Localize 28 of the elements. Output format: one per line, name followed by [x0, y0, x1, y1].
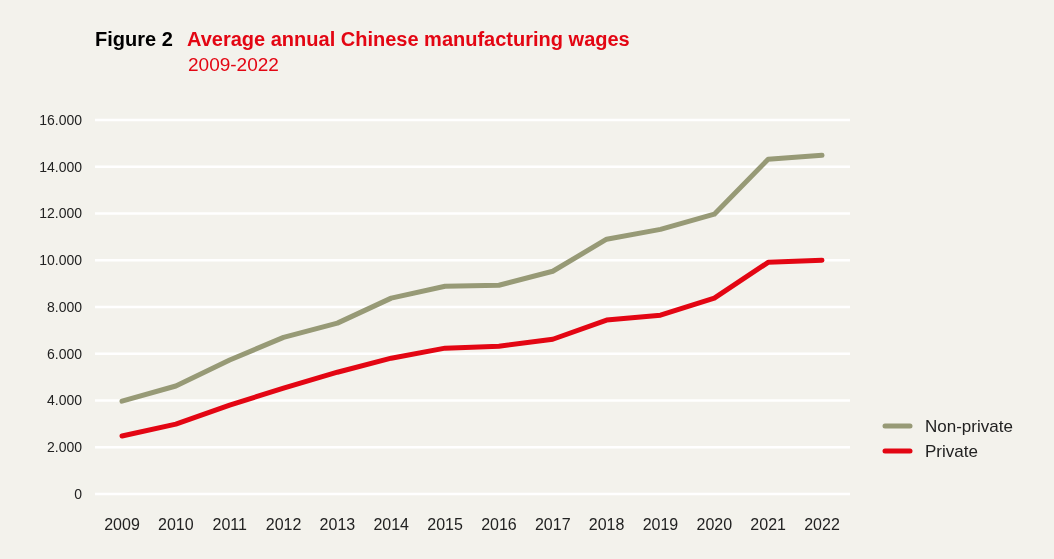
- chart-subtitle: 2009-2022: [188, 54, 279, 75]
- x-tick-label: 2020: [696, 516, 733, 533]
- x-tick-label: 2016: [481, 516, 517, 533]
- y-tick-label: 16.000: [39, 111, 83, 128]
- caption: Figure 2: [95, 28, 173, 50]
- x-tick-label: 2013: [319, 516, 356, 533]
- x-tick-label: 2017: [534, 516, 571, 533]
- x-tick-label: 2014: [373, 516, 410, 533]
- chart-title: Average annual Chinese manufacturing wages: [187, 28, 630, 50]
- x-tick-label: 2015: [427, 516, 463, 533]
- x-tick-label: 2018: [588, 516, 625, 533]
- legend-label: Private: [925, 441, 978, 461]
- x-tick-label: 2019: [642, 516, 679, 533]
- y-tick-label: 6.000: [46, 345, 83, 362]
- y-tick-label: 8.000: [46, 298, 83, 315]
- x-tick-label: 2010: [158, 516, 194, 533]
- x-tick-label: 2009: [104, 516, 140, 533]
- y-tick-label: 10.000: [39, 252, 83, 269]
- x-tick-label: 2011: [212, 516, 247, 533]
- y-tick-label: 14.000: [39, 158, 83, 175]
- legend-label: Non-private: [925, 416, 1013, 436]
- y-tick-label: 12.000: [39, 205, 83, 222]
- x-tick-label: 2021: [750, 516, 787, 533]
- x-tick-label: 2022: [804, 516, 840, 533]
- x-tick-label: 2012: [265, 516, 302, 533]
- y-tick-label: 2.000: [46, 439, 83, 456]
- y-tick-label: 4.000: [46, 392, 83, 409]
- y-tick-label: 0: [74, 485, 83, 502]
